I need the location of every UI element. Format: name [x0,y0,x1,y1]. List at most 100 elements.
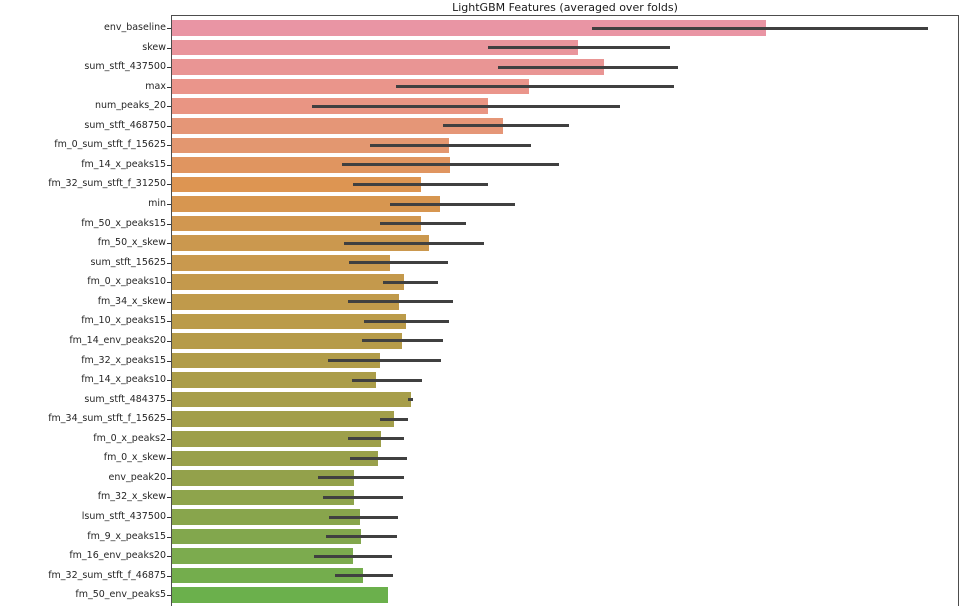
ytick-mark-fm_50_x_skew [167,243,171,245]
ytick-label-lsum_stft_437500: lsum_stft_437500 [81,511,166,522]
ytick-mark-fm_32_x_skew [167,497,171,499]
ytick-label-fm_32_x_peaks15: fm_32_x_peaks15 [81,354,166,366]
bar-lsum_stft_437500 [172,509,360,525]
bar-fm_32_sum_stft_f_31250 [172,176,421,193]
ytick-label-num_peaks_20: num_peaks_20 [94,100,166,112]
ytick-mark-fm_14_env_peaks20 [167,340,171,342]
ytick-mark-env_baseline [167,28,171,29]
ytick-mark-fm_14_x_peaks15 [167,164,171,166]
error-bar-fm_14_x_peaks10 [352,378,422,382]
bar-fm_0_x_peaks10 [172,274,404,291]
ytick-mark-fm_34_x_skew [167,301,171,303]
error-bar-fm_0_x_peaks10 [383,280,438,284]
error-bar-num_peaks_20 [312,104,620,108]
ytick-mark-sum_stft_484375 [167,399,171,401]
error-bar-fm_32_sum_stft_f_46875 [335,574,393,578]
bar-fm_14_x_peaks10 [172,372,376,388]
ytick-mark-fm_14_x_peaks10 [167,380,171,382]
bar-sum_stft_468750 [172,118,503,134]
ytick-label-fm_0_x_peaks10: fm_0_x_peaks10 [87,276,166,288]
error-bar-lsum_stft_437500 [329,515,398,519]
bar-fm_16_env_peaks20 [172,548,353,564]
error-bar-fm_10_x_peaks15 [364,319,449,323]
ytick-label-fm_32_sum_stft_f_46875: fm_32_sum_stft_f_46875 [48,569,166,581]
ytick-mark-min [167,204,171,206]
ytick-mark-num_peaks_20 [167,106,171,108]
error-bar-fm_9_x_peaks15 [326,535,397,539]
bar-env_baseline [172,20,766,36]
ytick-mark-fm_32_x_peaks15 [167,360,171,362]
bar-env_peak20 [172,470,354,486]
error-bar-skew [488,46,670,50]
ytick-mark-fm_0_x_skew [167,458,171,460]
error-bar-fm_50_x_peaks15 [380,222,466,226]
ytick-mark-sum_stft_437500 [167,67,171,69]
ytick-label-fm_9_x_peaks15: fm_9_x_peaks15 [87,530,166,542]
ytick-mark-fm_50_x_peaks15 [167,223,171,225]
error-bar-fm_32_x_peaks15 [328,359,441,363]
ytick-label-fm_14_env_peaks20: fm_14_env_peaks20 [69,334,166,346]
ytick-label-skew: skew [142,41,166,53]
error-bar-fm_34_x_skew [348,300,453,304]
ytick-label-fm_14_x_peaks10: fm_14_x_peaks10 [81,374,166,386]
bar-max [172,78,529,95]
error-bar-fm_0_x_skew [350,456,407,460]
ytick-label-fm_0_sum_stft_f_15625: fm_0_sum_stft_f_15625 [54,139,166,151]
ytick-mark-sum_stft_468750 [167,125,171,127]
ytick-mark-env_peak20 [167,477,171,479]
bar-fm_32_sum_stft_f_46875 [172,567,363,584]
ytick-label-fm_16_env_peaks20: fm_16_env_peaks20 [69,550,166,562]
error-bar-fm_14_env_peaks20 [362,339,443,343]
error-bar-sum_stft_437500 [498,65,678,69]
ytick-label-sum_stft_468750: sum_stft_468750 [84,119,166,131]
bar-fm_50_x_skew [172,235,429,251]
bar-sum_stft_484375 [172,391,411,408]
bar-sum_stft_15625 [172,254,390,271]
ytick-label-fm_50_x_peaks15: fm_50_x_peaks15 [81,217,166,229]
ytick-mark-lsum_stft_437500 [167,517,171,518]
error-bar-max [396,85,674,89]
bar-fm_0_sum_stft_f_15625 [172,137,449,154]
ytick-mark-fm_0_x_peaks10 [167,282,171,284]
error-bar-fm_32_sum_stft_f_31250 [353,182,488,186]
ytick-label-fm_34_x_skew: fm_34_x_skew [97,295,166,307]
error-bar-fm_14_x_peaks15 [342,163,559,167]
ytick-mark-fm_50_env_peaks5 [167,595,171,597]
error-bar-sum_stft_468750 [443,124,569,128]
bar-min [172,196,440,212]
plot-area [171,15,959,606]
error-bar-fm_0_sum_stft_f_15625 [370,143,531,147]
ytick-label-fm_50_env_peaks5: fm_50_env_peaks5 [75,589,166,601]
ytick-label-fm_32_x_skew: fm_32_x_skew [97,491,166,503]
ytick-label-fm_0_x_peaks2: fm_0_x_peaks2 [93,432,166,444]
ytick-label-fm_10_x_peaks15: fm_10_x_peaks15 [81,315,166,327]
bar-fm_0_x_skew [172,450,378,467]
ytick-mark-sum_stft_15625 [167,262,171,264]
ytick-mark-fm_32_sum_stft_f_46875 [167,575,171,577]
ytick-mark-fm_0_sum_stft_f_15625 [167,145,171,147]
error-bar-env_baseline [592,26,928,30]
bar-fm_34_x_skew [172,294,399,310]
ytick-mark-skew [167,47,171,49]
bar-fm_50_env_peaks5 [172,587,388,604]
ytick-mark-fm_0_x_peaks2 [167,438,171,440]
ytick-label-env_peak20: env_peak20 [108,471,166,483]
bar-fm_14_env_peaks20 [172,333,402,349]
ytick-mark-fm_34_sum_stft_f_15625 [167,419,171,421]
ytick-label-sum_stft_484375: sum_stft_484375 [84,393,166,405]
ytick-label-fm_14_x_peaks15: fm_14_x_peaks15 [81,158,166,170]
ytick-label-sum_stft_437500: sum_stft_437500 [84,61,166,73]
error-bar-sum_stft_15625 [349,261,448,265]
ytick-label-min: min [148,198,166,210]
ytick-mark-fm_10_x_peaks15 [167,321,171,323]
bar-fm_32_x_peaks15 [172,352,380,369]
error-bar-fm_32_x_skew [323,495,403,499]
bar-sum_stft_437500 [172,59,604,75]
ytick-label-fm_50_x_skew: fm_50_x_skew [97,237,166,249]
ytick-mark-fm_32_sum_stft_f_31250 [167,184,171,186]
ytick-mark-fm_9_x_peaks15 [167,536,171,538]
bar-skew [172,39,578,56]
error-bar-fm_16_env_peaks20 [314,554,392,558]
bar-fm_9_x_peaks15 [172,528,361,545]
